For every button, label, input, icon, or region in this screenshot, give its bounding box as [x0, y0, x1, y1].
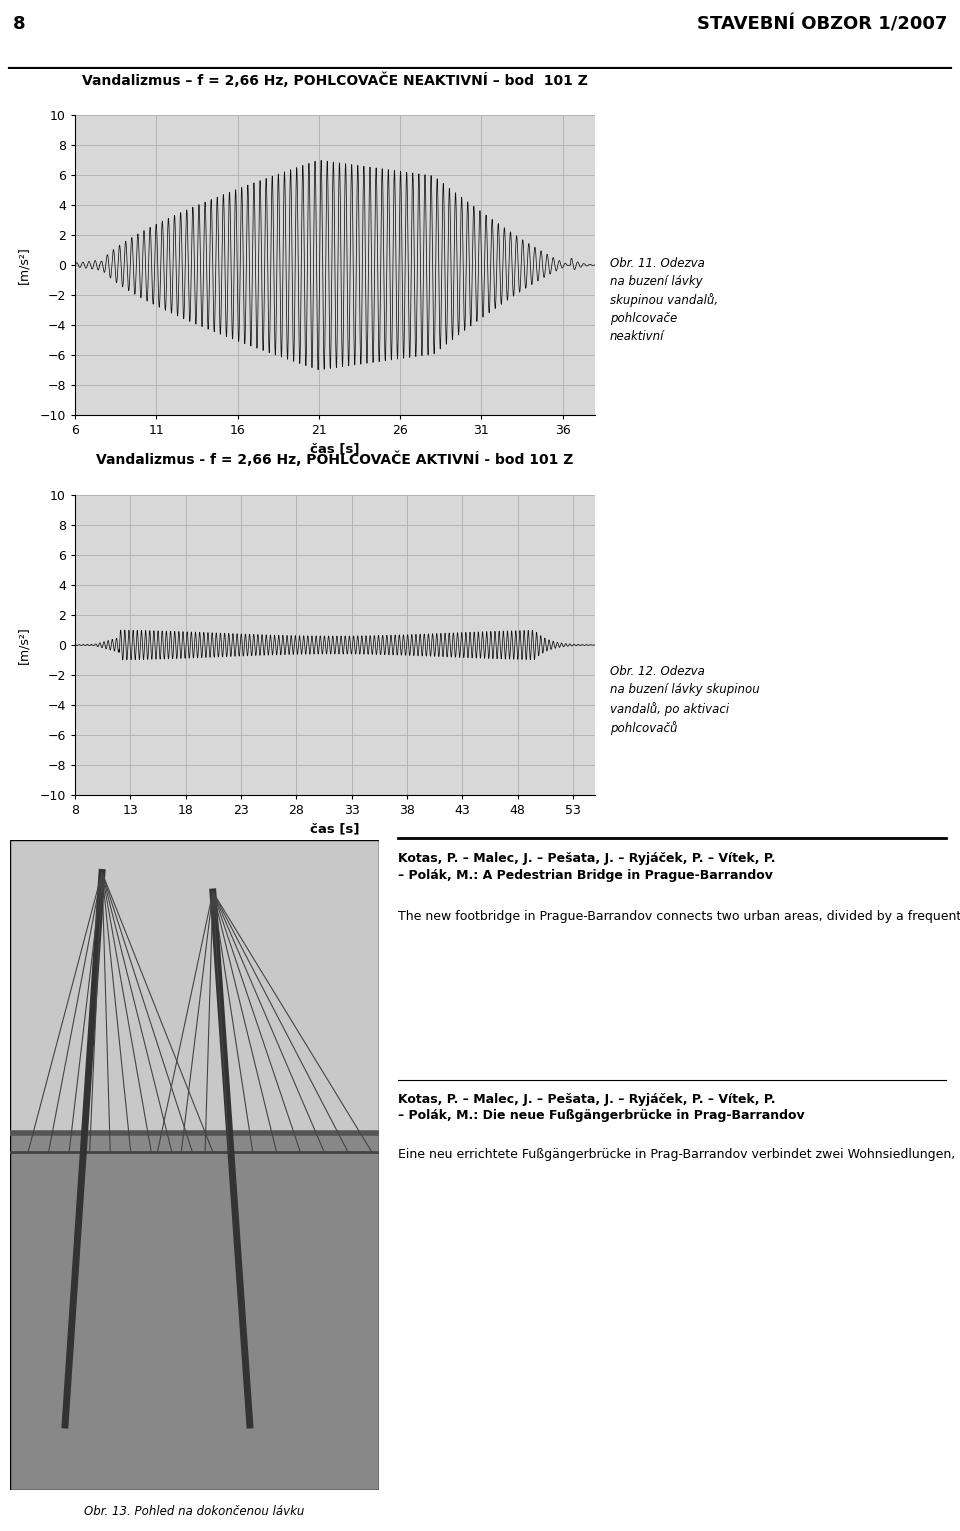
- Text: Kotas, P. – Malec, J. – Pešata, J. – Ryjáček, P. – Vítek, P.
– Polák, M.: Die ne: Kotas, P. – Malec, J. – Pešata, J. – Ryj…: [398, 1093, 805, 1122]
- Text: Obr. 13. Pohled na dokončenou lávku: Obr. 13. Pohled na dokončenou lávku: [84, 1505, 304, 1519]
- Text: [m/s²]: [m/s²]: [17, 626, 31, 664]
- FancyBboxPatch shape: [10, 841, 379, 1133]
- X-axis label: čas [s]: čas [s]: [310, 822, 360, 836]
- Text: Eine neu errichtete Fußgängerbrücke in Prag-Barrandov verbindet zwei Wohnsiedlun: Eine neu errichtete Fußgängerbrücke in P…: [398, 1148, 960, 1160]
- X-axis label: čas [s]: čas [s]: [310, 442, 360, 456]
- Text: Kotas, P. – Malec, J. – Pešata, J. – Ryjáček, P. – Vítek, P.
– Polák, M.: A Pede: Kotas, P. – Malec, J. – Pešata, J. – Ryj…: [398, 851, 776, 882]
- FancyBboxPatch shape: [10, 1133, 379, 1490]
- Text: 8: 8: [12, 15, 25, 34]
- Text: Obr. 12. Odezva
na buzení lávky skupinou
vandalů, po aktivaci
pohlcovačů: Obr. 12. Odezva na buzení lávky skupinou…: [610, 664, 759, 735]
- Text: STAVEBNÍ OBZOR 1/2007: STAVEBNÍ OBZOR 1/2007: [697, 15, 948, 34]
- Text: The new footbridge in Prague-Barrandov connects two urban areas, divided by a fr: The new footbridge in Prague-Barrandov c…: [398, 909, 960, 923]
- Text: Vandalizmus – f = 2,66 Hz, POHLCOVAČE NEAKTIVNÍ – bod  101 Z: Vandalizmus – f = 2,66 Hz, POHLCOVAČE NE…: [82, 72, 588, 87]
- Text: [m/s²]: [m/s²]: [17, 246, 31, 283]
- Text: Obr. 11. Odezva
na buzení lávky
skupinou vandalů,
pohlcovače
neaktivní: Obr. 11. Odezva na buzení lávky skupinou…: [610, 257, 718, 343]
- Text: Vandalizmus - f = 2,66 Hz, POHLCOVAČE AKTIVNÍ - bod 101 Z: Vandalizmus - f = 2,66 Hz, POHLCOVAČE AK…: [96, 452, 574, 467]
